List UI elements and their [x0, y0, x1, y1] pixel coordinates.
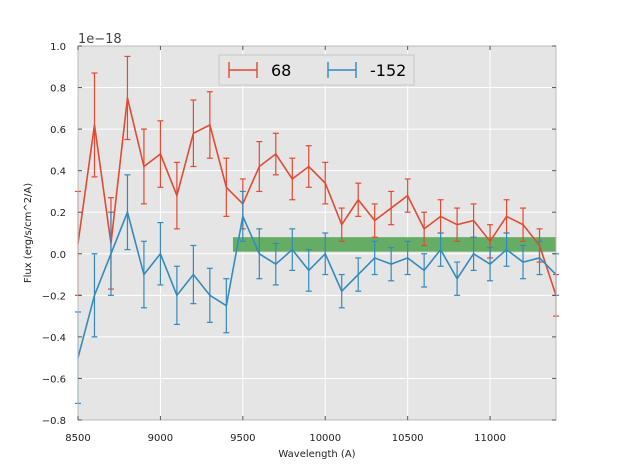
- x-tick-label: 11000: [474, 433, 506, 444]
- x-tick-label: 10000: [309, 433, 341, 444]
- x-axis-label: Wavelength (A): [278, 449, 355, 460]
- legend-label: 68: [271, 61, 291, 80]
- y-offset-label: 1e−18: [78, 32, 122, 47]
- y-tick-label: 0.4: [50, 167, 66, 178]
- legend: 68 -152: [218, 54, 415, 86]
- x-tick-label: 10500: [392, 433, 424, 444]
- x-tick-label: 8500: [65, 433, 90, 444]
- series-layer: [75, 55, 559, 404]
- y-tick-label: 0.8: [50, 84, 66, 95]
- plot-area: [78, 46, 556, 420]
- y-tick-label: −0.6: [42, 374, 66, 385]
- x-axis-ticks: 8500 9000 9500 10000 10500 11000: [65, 46, 506, 444]
- y-tick-label: −0.4: [42, 333, 66, 344]
- series-line: [77, 97, 557, 296]
- plot-frame: [77, 45, 557, 421]
- series-0: [75, 55, 559, 317]
- legend-label: -152: [370, 61, 406, 80]
- y-tick-label: 0.0: [50, 250, 66, 261]
- series-line: [77, 209, 557, 358]
- y-tick-label: 1.0: [50, 42, 66, 53]
- green-band: [232, 237, 556, 252]
- y-tick-label: 0.6: [50, 125, 66, 136]
- band-layer: [232, 237, 556, 252]
- y-tick-label: −0.2: [42, 291, 66, 302]
- y-tick-label: −0.8: [42, 416, 66, 427]
- y-axis-ticks: −0.8 −0.6 −0.4 −0.2 0.0 0.2 0.4 0.6 0.8 1.0: [42, 42, 556, 427]
- grid-lines: [77, 45, 556, 421]
- x-tick-label: 9000: [148, 433, 173, 444]
- y-axis-label: Flux (erg/s/cm^2/A): [23, 183, 34, 283]
- y-tick-label: 0.2: [50, 208, 66, 219]
- series-1: [75, 174, 559, 404]
- x-tick-label: 9500: [230, 433, 255, 444]
